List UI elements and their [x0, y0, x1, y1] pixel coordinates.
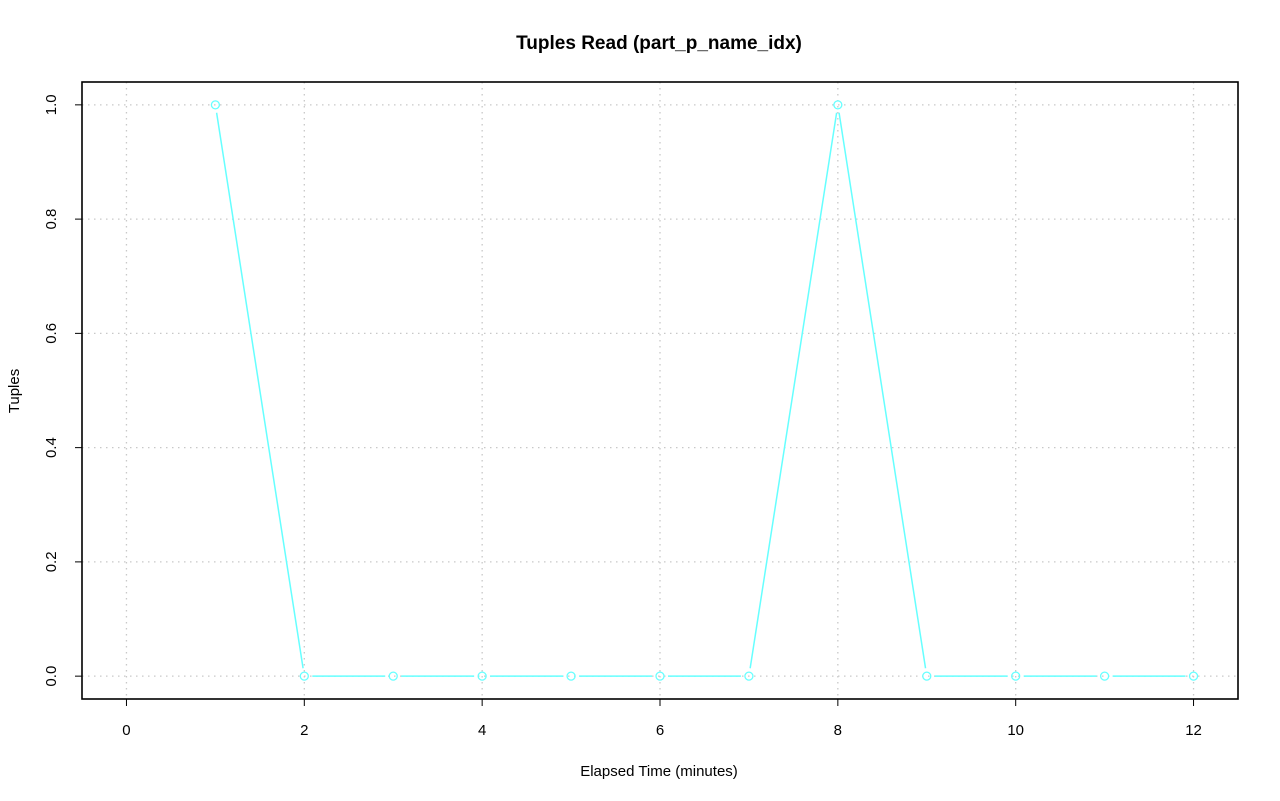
y-tick-label: 1.0 — [43, 94, 60, 115]
x-axis: 0 2 4 6 8 10 12 — [122, 699, 1202, 739]
x-tick-label: 2 — [300, 722, 308, 739]
y-axis: 0.0 0.2 0.4 0.6 0.8 1.0 — [43, 94, 82, 687]
chart-title: Tuples Read (part_p_name_idx) — [516, 33, 802, 54]
plot-frame — [81, 81, 1239, 700]
data-point — [1099, 671, 1110, 681]
y-tick-label: 0.0 — [43, 666, 60, 687]
x-tick-label: 8 — [834, 722, 842, 739]
data-point — [210, 100, 221, 110]
y-tick-label: 0.2 — [43, 551, 60, 572]
data-point — [922, 671, 932, 681]
x-tick-label: 12 — [1185, 722, 1202, 739]
data-point — [1011, 671, 1021, 681]
data-point — [299, 671, 309, 681]
series-segment — [838, 112, 927, 669]
series-segment — [215, 112, 304, 669]
data-point — [477, 671, 487, 681]
data-point — [566, 671, 576, 681]
series-segment — [749, 112, 838, 669]
x-tick-label: 0 — [122, 722, 130, 739]
x-axis-label: Elapsed Time (minutes) — [580, 763, 738, 780]
data-point — [744, 671, 754, 681]
x-tick-label: 4 — [478, 722, 486, 739]
y-tick-label: 0.6 — [43, 323, 60, 344]
x-tick-label: 6 — [656, 722, 664, 739]
y-tick-label: 0.4 — [43, 437, 60, 458]
grid-lines — [82, 82, 1238, 699]
y-axis-label: Tuples — [6, 369, 23, 413]
y-tick-label: 0.8 — [43, 209, 60, 230]
data-point — [1188, 671, 1199, 681]
series-group — [210, 100, 1199, 681]
data-point — [655, 671, 665, 681]
data-point — [388, 671, 398, 681]
x-tick-label: 10 — [1007, 722, 1024, 739]
data-point — [833, 100, 843, 110]
